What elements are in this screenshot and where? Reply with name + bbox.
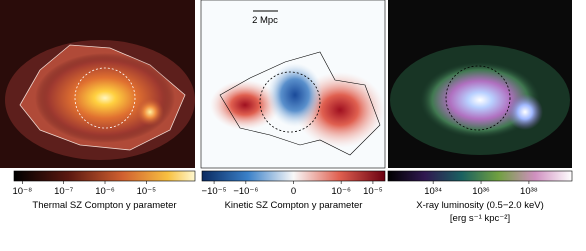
tick-label: 10⁻⁶	[331, 186, 351, 197]
tick-label: 10⁻⁸	[13, 186, 33, 197]
colorbar-label: X-ray luminosity (0.5−2.0 keV)	[416, 200, 544, 211]
tick-label: 10⁻⁶	[95, 186, 115, 197]
kinetic-panel: 2 Mpc	[200, 0, 386, 169]
colorbar-label: Thermal SZ Compton y parameter	[32, 200, 176, 211]
tick-label: 10³⁶	[472, 186, 490, 197]
tick-label: 10⁻⁵	[137, 186, 157, 197]
tick-label: 10⁻⁵	[363, 186, 383, 197]
tick-label: 10³⁴	[424, 186, 442, 197]
tick-label: −10⁻⁵	[202, 186, 227, 197]
colorbar	[201, 170, 386, 182]
colorbar	[387, 170, 573, 182]
tick-label: −10⁻⁶	[233, 186, 258, 197]
xray-panel	[388, 0, 572, 168]
thermal-panel	[0, 0, 195, 168]
tick-label: 10³⁸	[520, 186, 538, 197]
tick-label: 10⁻⁷	[54, 186, 74, 197]
colorbar-units: [erg s⁻¹ kpc⁻²]	[450, 213, 510, 224]
colorbar-label: Kinetic SZ Compton y parameter	[225, 200, 363, 211]
scale-bar-label: 2 Mpc	[252, 15, 278, 26]
colorbar	[13, 170, 196, 182]
tick-label: 0	[291, 186, 296, 197]
